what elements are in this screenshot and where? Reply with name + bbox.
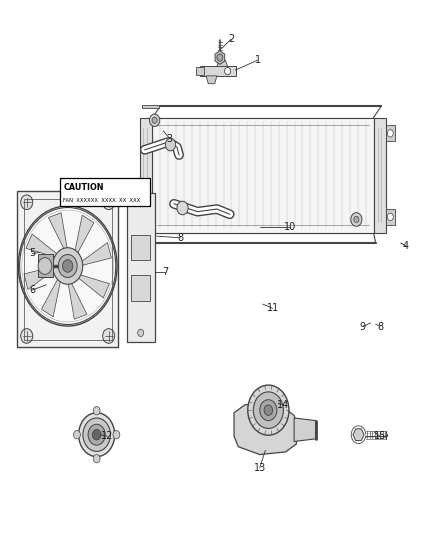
Text: 5: 5: [29, 248, 35, 259]
Polygon shape: [385, 125, 395, 141]
Polygon shape: [353, 429, 364, 441]
Bar: [60, 177, 150, 206]
Circle shape: [79, 413, 115, 457]
Circle shape: [93, 407, 100, 415]
Circle shape: [387, 130, 393, 137]
Polygon shape: [141, 118, 152, 232]
Circle shape: [248, 385, 289, 435]
Polygon shape: [68, 280, 87, 319]
Polygon shape: [196, 68, 204, 75]
Circle shape: [38, 257, 52, 274]
Circle shape: [138, 329, 144, 336]
Circle shape: [21, 329, 33, 343]
Polygon shape: [215, 51, 225, 64]
Text: 9: 9: [360, 321, 366, 332]
Polygon shape: [76, 274, 110, 298]
Text: 14: 14: [277, 400, 290, 410]
Circle shape: [63, 260, 73, 272]
Polygon shape: [74, 215, 94, 256]
Circle shape: [177, 201, 188, 215]
Polygon shape: [385, 209, 395, 225]
Text: 7: 7: [162, 266, 169, 277]
Polygon shape: [24, 266, 56, 289]
Text: 8: 8: [177, 233, 184, 243]
Circle shape: [93, 455, 100, 463]
Polygon shape: [142, 104, 159, 108]
Text: 8: 8: [377, 321, 383, 332]
Polygon shape: [234, 402, 298, 455]
Text: 12: 12: [101, 431, 113, 441]
Text: 2: 2: [228, 34, 234, 44]
Bar: [131, 235, 150, 260]
Circle shape: [58, 254, 77, 278]
Circle shape: [225, 68, 230, 75]
Circle shape: [165, 139, 176, 151]
Text: CAUTION: CAUTION: [63, 183, 104, 192]
Text: 1: 1: [254, 55, 261, 65]
Text: 13: 13: [254, 463, 266, 473]
Circle shape: [113, 431, 120, 439]
Polygon shape: [26, 234, 59, 258]
Polygon shape: [152, 118, 374, 232]
Circle shape: [53, 248, 83, 284]
Text: 15: 15: [374, 431, 386, 441]
Text: 4: 4: [403, 240, 409, 251]
Polygon shape: [200, 67, 236, 76]
Polygon shape: [42, 276, 61, 317]
Text: FAN  XXXXXX  XXXX  XX  XXX: FAN XXXXXX XXXX XX XXX: [63, 198, 141, 203]
Circle shape: [149, 114, 160, 126]
Circle shape: [21, 195, 33, 209]
Circle shape: [354, 216, 359, 223]
Polygon shape: [49, 213, 68, 252]
Circle shape: [387, 213, 393, 221]
Bar: [131, 275, 150, 301]
Text: 11: 11: [267, 303, 279, 313]
Circle shape: [83, 418, 110, 451]
Polygon shape: [38, 254, 53, 278]
Circle shape: [18, 206, 117, 326]
Polygon shape: [206, 76, 217, 84]
Circle shape: [253, 392, 283, 429]
Polygon shape: [374, 118, 385, 232]
Circle shape: [88, 424, 105, 445]
Circle shape: [260, 400, 277, 421]
Text: 3: 3: [166, 134, 173, 143]
Circle shape: [74, 431, 80, 439]
Circle shape: [217, 54, 223, 61]
Polygon shape: [217, 60, 228, 67]
Circle shape: [152, 117, 157, 123]
Circle shape: [92, 430, 101, 440]
Polygon shape: [294, 418, 316, 441]
Text: 6: 6: [29, 285, 35, 295]
Circle shape: [138, 199, 144, 206]
Circle shape: [102, 329, 115, 343]
Circle shape: [264, 405, 272, 415]
Circle shape: [351, 213, 362, 227]
Text: 10: 10: [284, 222, 296, 232]
Polygon shape: [17, 191, 118, 348]
Circle shape: [102, 195, 115, 209]
Polygon shape: [127, 193, 155, 342]
Polygon shape: [79, 243, 111, 266]
